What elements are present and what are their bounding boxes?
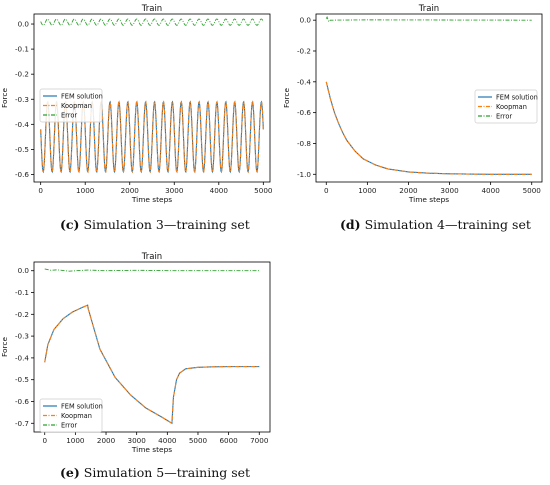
legend-label-e-0: FEM solution (61, 403, 103, 411)
xtick-label-d-2: 2000 (399, 186, 418, 195)
xtick-label-e-3: 3000 (128, 436, 147, 445)
legend-label-c-2: Error (61, 112, 77, 120)
legend-c (39, 88, 103, 123)
caption-e: (e) Simulation 5—training set (60, 465, 250, 480)
xtick-label-e-2: 2000 (97, 436, 116, 445)
ytick-label-d-1: -0.2 (297, 46, 311, 55)
chart-title-e: Train (141, 252, 162, 262)
legend-d (474, 89, 538, 124)
legend-label-e-1: Koopman (61, 412, 92, 420)
y-axis-label-e: Force (0, 337, 9, 357)
ytick-label-c-3: -0.3 (15, 95, 29, 104)
chart-e: 0 1000 2000 3000 4000 5000 6000 7000 0.0 -0.1 -0.2… (0, 252, 271, 454)
xtick-label-c-0: 0 (38, 186, 43, 195)
xtick-label-e-7: 7000 (250, 436, 269, 445)
legend-label-c-0: FEM solution (61, 93, 103, 101)
xtick-label-c-1: 1000 (76, 186, 95, 195)
chart-title-c: Train (141, 4, 162, 14)
xtick-label-e-6: 6000 (219, 436, 238, 445)
plot-frame-e (33, 261, 271, 433)
xtick-label-c-4: 4000 (210, 186, 229, 195)
ytick-label-e-4: -0.4 (15, 353, 29, 362)
caption-e-text: Simulation 5—training set (83, 465, 251, 480)
series-e-2 (44, 268, 260, 272)
ytick-label-c-5: -0.5 (15, 145, 29, 154)
ytick-label-d-5: -1.0 (297, 170, 311, 179)
ytick-label-c-0: 0.0 (18, 20, 30, 29)
xtick-label-c-5: 5000 (254, 186, 273, 195)
x-axis-label-c: Time steps (131, 195, 172, 204)
ytick-label-e-6: -0.6 (15, 397, 29, 406)
x-axis-label-d: Time steps (408, 195, 449, 204)
ytick-label-e-7: -0.7 (15, 419, 29, 428)
xtick-label-e-5: 5000 (189, 436, 208, 445)
series-c-1 (40, 100, 264, 174)
series-d-1 (325, 81, 532, 175)
ytick-label-c-6: -0.6 (15, 170, 29, 179)
xtick-label-d-3: 3000 (440, 186, 459, 195)
xtick-label-e-1: 1000 (66, 436, 85, 445)
legend-label-d-0: FEM solution (496, 94, 538, 102)
caption-d-label: (d) (340, 217, 361, 232)
chart-c: 0 1000 2000 3000 4000 5000 0.0 -0.1 -0.2 -0.3 -0.4… (0, 4, 273, 204)
y-axis-label-c: Force (0, 88, 9, 108)
ytick-label-d-3: -0.6 (297, 108, 311, 117)
caption-c-label: (c) (60, 217, 80, 232)
ytick-label-d-0: 0.0 (300, 16, 312, 25)
ytick-label-d-2: -0.4 (297, 77, 311, 86)
xtick-label-e-0: 0 (42, 436, 47, 445)
ytick-label-e-2: -0.2 (15, 310, 29, 319)
ytick-label-e-0: 0.0 (18, 266, 30, 275)
ytick-label-d-4: -0.8 (297, 139, 311, 148)
ytick-label-e-1: -0.1 (15, 288, 29, 297)
legend-label-c-1: Koopman (61, 102, 92, 110)
y-axis-label-d: Force (282, 88, 291, 108)
chart-title-d: Train (418, 4, 439, 14)
x-axis-label-e: Time steps (131, 445, 172, 454)
series-e-1 (44, 304, 260, 425)
xtick-label-c-2: 2000 (121, 186, 140, 195)
caption-e-label: (e) (60, 465, 80, 480)
ytick-label-e-3: -0.3 (15, 332, 29, 341)
legend-e (39, 398, 103, 433)
caption-c: (c) Simulation 3—training set (60, 217, 250, 232)
legend-label-e-2: Error (61, 422, 77, 430)
ytick-label-c-4: -0.4 (15, 120, 29, 129)
series-c-2 (40, 18, 264, 26)
caption-c-text: Simulation 3—training set (83, 217, 250, 232)
legend-label-d-2: Error (496, 113, 512, 121)
ytick-label-c-2: -0.2 (15, 70, 29, 79)
ytick-label-e-5: -0.5 (15, 375, 29, 384)
series-d-2 (325, 15, 532, 23)
legend-label-d-1: Koopman (496, 103, 527, 111)
xtick-label-d-1: 1000 (358, 186, 377, 195)
xtick-label-d-0: 0 (324, 186, 329, 195)
xtick-label-d-5: 5000 (523, 186, 542, 195)
plot-frame-d (315, 13, 543, 183)
xtick-label-e-4: 4000 (158, 436, 177, 445)
xtick-label-d-4: 4000 (481, 186, 500, 195)
caption-d-text: Simulation 4—training set (364, 217, 531, 232)
plot-frame-c (33, 13, 271, 183)
chart-d: 0 1000 2000 3000 4000 5000 0.0 -0.2 -0.4 -0.6 -0.8… (282, 4, 543, 204)
caption-d: (d) Simulation 4—training set (340, 217, 531, 232)
ytick-label-c-1: -0.1 (15, 45, 29, 54)
xtick-label-c-3: 3000 (165, 186, 184, 195)
